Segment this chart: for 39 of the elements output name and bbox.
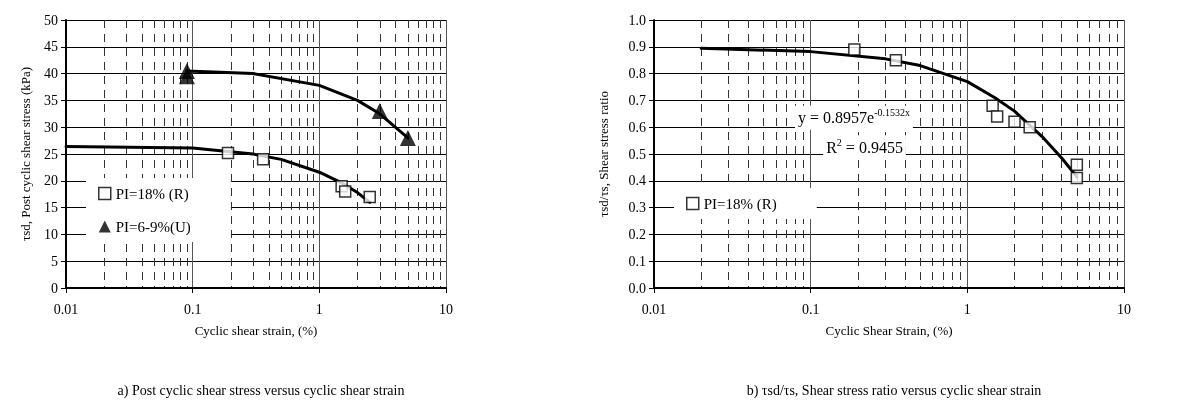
text: b) τsd/τs, Shear stress ratio versus cyclic shear strain	[746, 382, 1042, 399]
y-tick-label: 0	[51, 280, 58, 296]
y-tick-label: 5	[51, 253, 58, 269]
x-tick-label: 1	[963, 301, 971, 317]
x-tick-label: 0.01	[641, 301, 667, 317]
x-axis-title: Cyclic Shear Strain, (%)	[825, 323, 953, 338]
legend-label: PI=18% (R)	[115, 185, 189, 203]
y-tick-label: 0.1	[628, 253, 646, 269]
legend-label: PI=18% (R)	[703, 195, 777, 213]
y-tick-label: 30	[44, 119, 58, 135]
x-tick-label: 0.01	[53, 301, 79, 317]
y-tick-label: 25	[44, 146, 58, 162]
y-tick-label: 0.8	[628, 66, 646, 82]
y-tick-label: 0.2	[628, 226, 646, 242]
y-tick-label: 45	[44, 39, 58, 55]
y-tick-label: 40	[44, 66, 58, 82]
y-tick-label: 0.3	[628, 200, 646, 216]
y-tick-label: 1.0	[628, 12, 646, 28]
y-tick-label: 0.7	[628, 92, 646, 108]
y-tick-label: 50	[44, 12, 58, 28]
y-tick-label: 35	[44, 92, 58, 108]
x-tick-label: 10	[1117, 301, 1131, 317]
x-tick-label: 1	[315, 301, 323, 317]
x-tick-label: 10	[439, 301, 453, 317]
y-axis-title: τsd, Post cyclic shear stress (kPa)	[18, 66, 33, 242]
y-tick-label: 0.4	[628, 173, 646, 189]
y-tick-label: 10	[44, 226, 58, 242]
y-tick-label: 0.6	[628, 119, 646, 135]
y-tick-label: 0.5	[628, 146, 646, 162]
x-tick-label: 0.1	[183, 301, 202, 317]
y-tick-label: 15	[44, 200, 58, 216]
y-tick-label: 20	[44, 173, 58, 189]
x-tick-label: 0.1	[801, 301, 820, 317]
legend-label: PI=6-9%(U)	[115, 218, 191, 236]
text: a) Post cyclic shear stress versus cyclic shear strain	[117, 382, 405, 399]
y-tick-label: 0.9	[628, 39, 646, 55]
y-axis-title: τsd/τs, Shear stress ratio	[596, 91, 611, 217]
x-axis-title: Cyclic shear strain, (%)	[194, 323, 318, 338]
y-tick-label: 0.0	[628, 280, 646, 296]
